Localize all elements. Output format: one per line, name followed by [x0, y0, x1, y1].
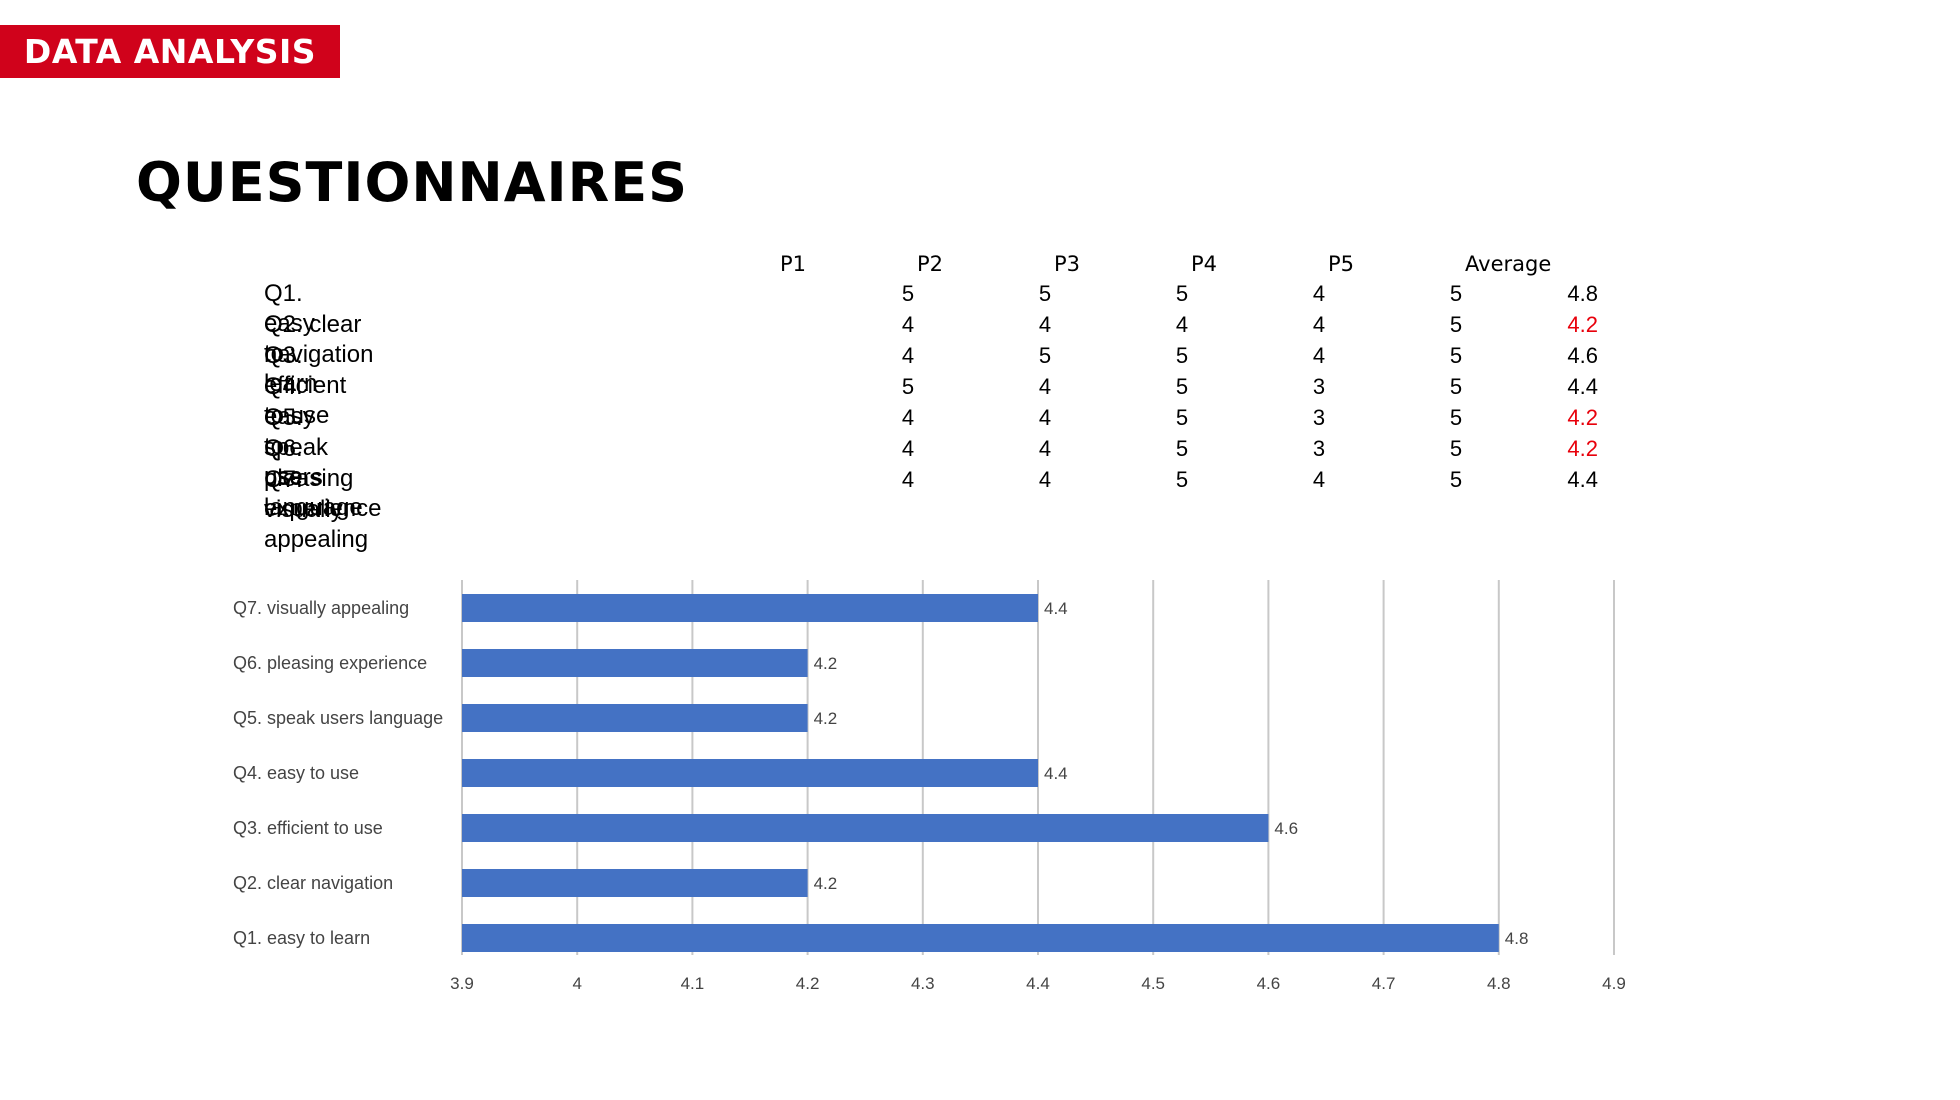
category-label: Q1. easy to learn [233, 928, 370, 948]
score-cell-p4: 3 [1312, 405, 1326, 430]
question-label: Q2. clear navigation [264, 311, 374, 368]
data-label: 4.6 [1274, 819, 1298, 838]
average-cell: 4.6 [1567, 343, 1598, 368]
x-tick-label: 4.8 [1487, 974, 1511, 993]
question-label: Q1. easy to learn [264, 280, 318, 397]
data-label: 4.2 [814, 709, 838, 728]
score-cell-p1: 4 [901, 467, 915, 492]
score-cell-p2: 5 [1038, 281, 1052, 306]
score-cell-p5: 5 [1449, 312, 1463, 337]
question-label: Q4. easy to use [264, 373, 315, 490]
score-cell-p4: 4 [1312, 467, 1326, 492]
question-label: Q6. pleasing experience [264, 435, 382, 522]
score-cell-p4: 4 [1312, 343, 1326, 368]
column-header-average: Average [1465, 252, 1552, 276]
average-cell: 4.8 [1567, 281, 1598, 306]
score-cell-p2: 4 [1038, 436, 1052, 461]
question-label: Q7. visually appealing [264, 466, 369, 553]
score-cell-p1: 5 [901, 281, 915, 306]
category-label: Q2. clear navigation [233, 873, 393, 893]
bar [462, 649, 808, 677]
x-tick-label: 4 [572, 974, 581, 993]
bar [462, 924, 1499, 952]
section-banner: DATA ANALYSIS [0, 25, 340, 78]
score-cell-p3: 5 [1175, 281, 1189, 306]
score-cell-p4: 3 [1312, 374, 1326, 399]
bar [462, 869, 808, 897]
data-label: 4.8 [1505, 929, 1529, 948]
score-cell-p2: 5 [1038, 343, 1052, 368]
x-tick-label: 4.7 [1372, 974, 1396, 993]
page-title: QUESTIONNAIRES [136, 151, 688, 214]
data-label: 4.4 [1044, 599, 1068, 618]
column-header-p3: P3 [1054, 252, 1081, 276]
score-cell-p3: 5 [1175, 405, 1189, 430]
column-header-p2: P2 [917, 252, 944, 276]
x-tick-label: 3.9 [450, 974, 474, 993]
data-label: 4.2 [814, 874, 838, 893]
category-label: Q7. visually appealing [233, 598, 409, 618]
score-cell-p3: 5 [1175, 374, 1189, 399]
score-cell-p3: 5 [1175, 467, 1189, 492]
score-cell-p5: 5 [1449, 467, 1463, 492]
score-cell-p4: 3 [1312, 436, 1326, 461]
average-cell: 4.2 [1567, 436, 1598, 461]
x-tick-label: 4.4 [1026, 974, 1050, 993]
average-cell: 4.4 [1567, 374, 1598, 399]
score-cell-p3: 5 [1175, 436, 1189, 461]
score-cell-p5: 5 [1449, 374, 1463, 399]
x-tick-label: 4.6 [1257, 974, 1281, 993]
question-label: Q5. speak users language [264, 404, 363, 521]
bar [462, 594, 1038, 622]
category-label: Q5. speak users language [233, 708, 443, 728]
score-cell-p2: 4 [1038, 312, 1052, 337]
x-tick-label: 4.1 [681, 974, 705, 993]
score-cell-p3: 5 [1175, 343, 1189, 368]
column-header-p5: P5 [1328, 252, 1355, 276]
score-cell-p5: 5 [1449, 436, 1463, 461]
bar [462, 759, 1038, 787]
x-tick-label: 4.9 [1602, 974, 1626, 993]
category-label: Q4. easy to use [233, 763, 359, 783]
score-cell-p5: 5 [1449, 281, 1463, 306]
data-label: 4.4 [1044, 764, 1068, 783]
bar [462, 704, 808, 732]
score-cell-p5: 5 [1449, 405, 1463, 430]
score-cell-p1: 4 [901, 436, 915, 461]
x-tick-label: 4.3 [911, 974, 935, 993]
score-cell-p1: 4 [901, 312, 915, 337]
x-tick-label: 4.5 [1141, 974, 1165, 993]
category-label: Q6. pleasing experience [233, 653, 427, 673]
score-cell-p5: 5 [1449, 343, 1463, 368]
question-label: Q3. efficient to use [264, 342, 347, 429]
score-cell-p1: 5 [901, 374, 915, 399]
average-cell: 4.2 [1567, 312, 1598, 337]
score-cell-p4: 4 [1312, 281, 1326, 306]
score-cell-p1: 4 [901, 405, 915, 430]
x-tick-label: 4.2 [796, 974, 820, 993]
category-label: Q3. efficient to use [233, 818, 383, 838]
bar [462, 814, 1269, 842]
score-cell-p2: 4 [1038, 405, 1052, 430]
average-cell: 4.2 [1567, 405, 1598, 430]
column-header-p4: P4 [1191, 252, 1218, 276]
data-label: 4.2 [814, 654, 838, 673]
score-cell-p3: 4 [1175, 312, 1189, 337]
score-cell-p2: 4 [1038, 467, 1052, 492]
score-cell-p4: 4 [1312, 312, 1326, 337]
column-header-p1: P1 [780, 252, 807, 276]
average-cell: 4.4 [1567, 467, 1598, 492]
score-cell-p2: 4 [1038, 374, 1052, 399]
score-cell-p1: 4 [901, 343, 915, 368]
